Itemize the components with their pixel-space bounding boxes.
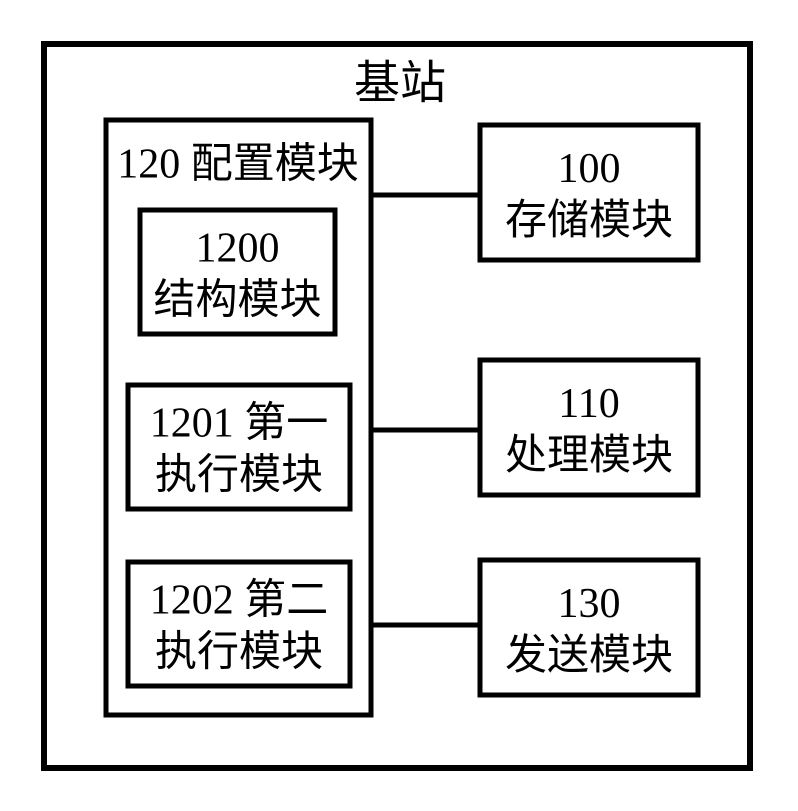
inner-module-label-2-line2: 执行模块	[155, 630, 323, 676]
right-module-label-0-line2: 存储模块	[505, 198, 673, 244]
config-module-label: 120 配置模块	[117, 142, 359, 188]
right-module-label-1-line1: 110	[558, 381, 619, 427]
inner-module-label-0-line2: 结构模块	[153, 278, 321, 324]
inner-module-label-1-line2: 执行模块	[155, 453, 323, 499]
inner-module-label-0-line1: 1200	[196, 226, 280, 272]
right-module-label-2-line1: 130	[558, 581, 621, 627]
diagram-canvas: 基站 120 配置模块 1200 结构模块 1201 第一执行模块 1202 第二执行模块…	[0, 0, 798, 811]
inner-module-label-1-line1: 1201 第一	[150, 401, 329, 447]
right-module-label-2-line2: 发送模块	[505, 633, 673, 679]
right-module-label-0-line1: 100	[558, 146, 621, 192]
inner-module-label-2-line1: 1202 第二	[150, 578, 329, 624]
diagram-title: 基站	[354, 58, 446, 109]
right-module-label-1-line2: 处理模块	[505, 433, 673, 479]
